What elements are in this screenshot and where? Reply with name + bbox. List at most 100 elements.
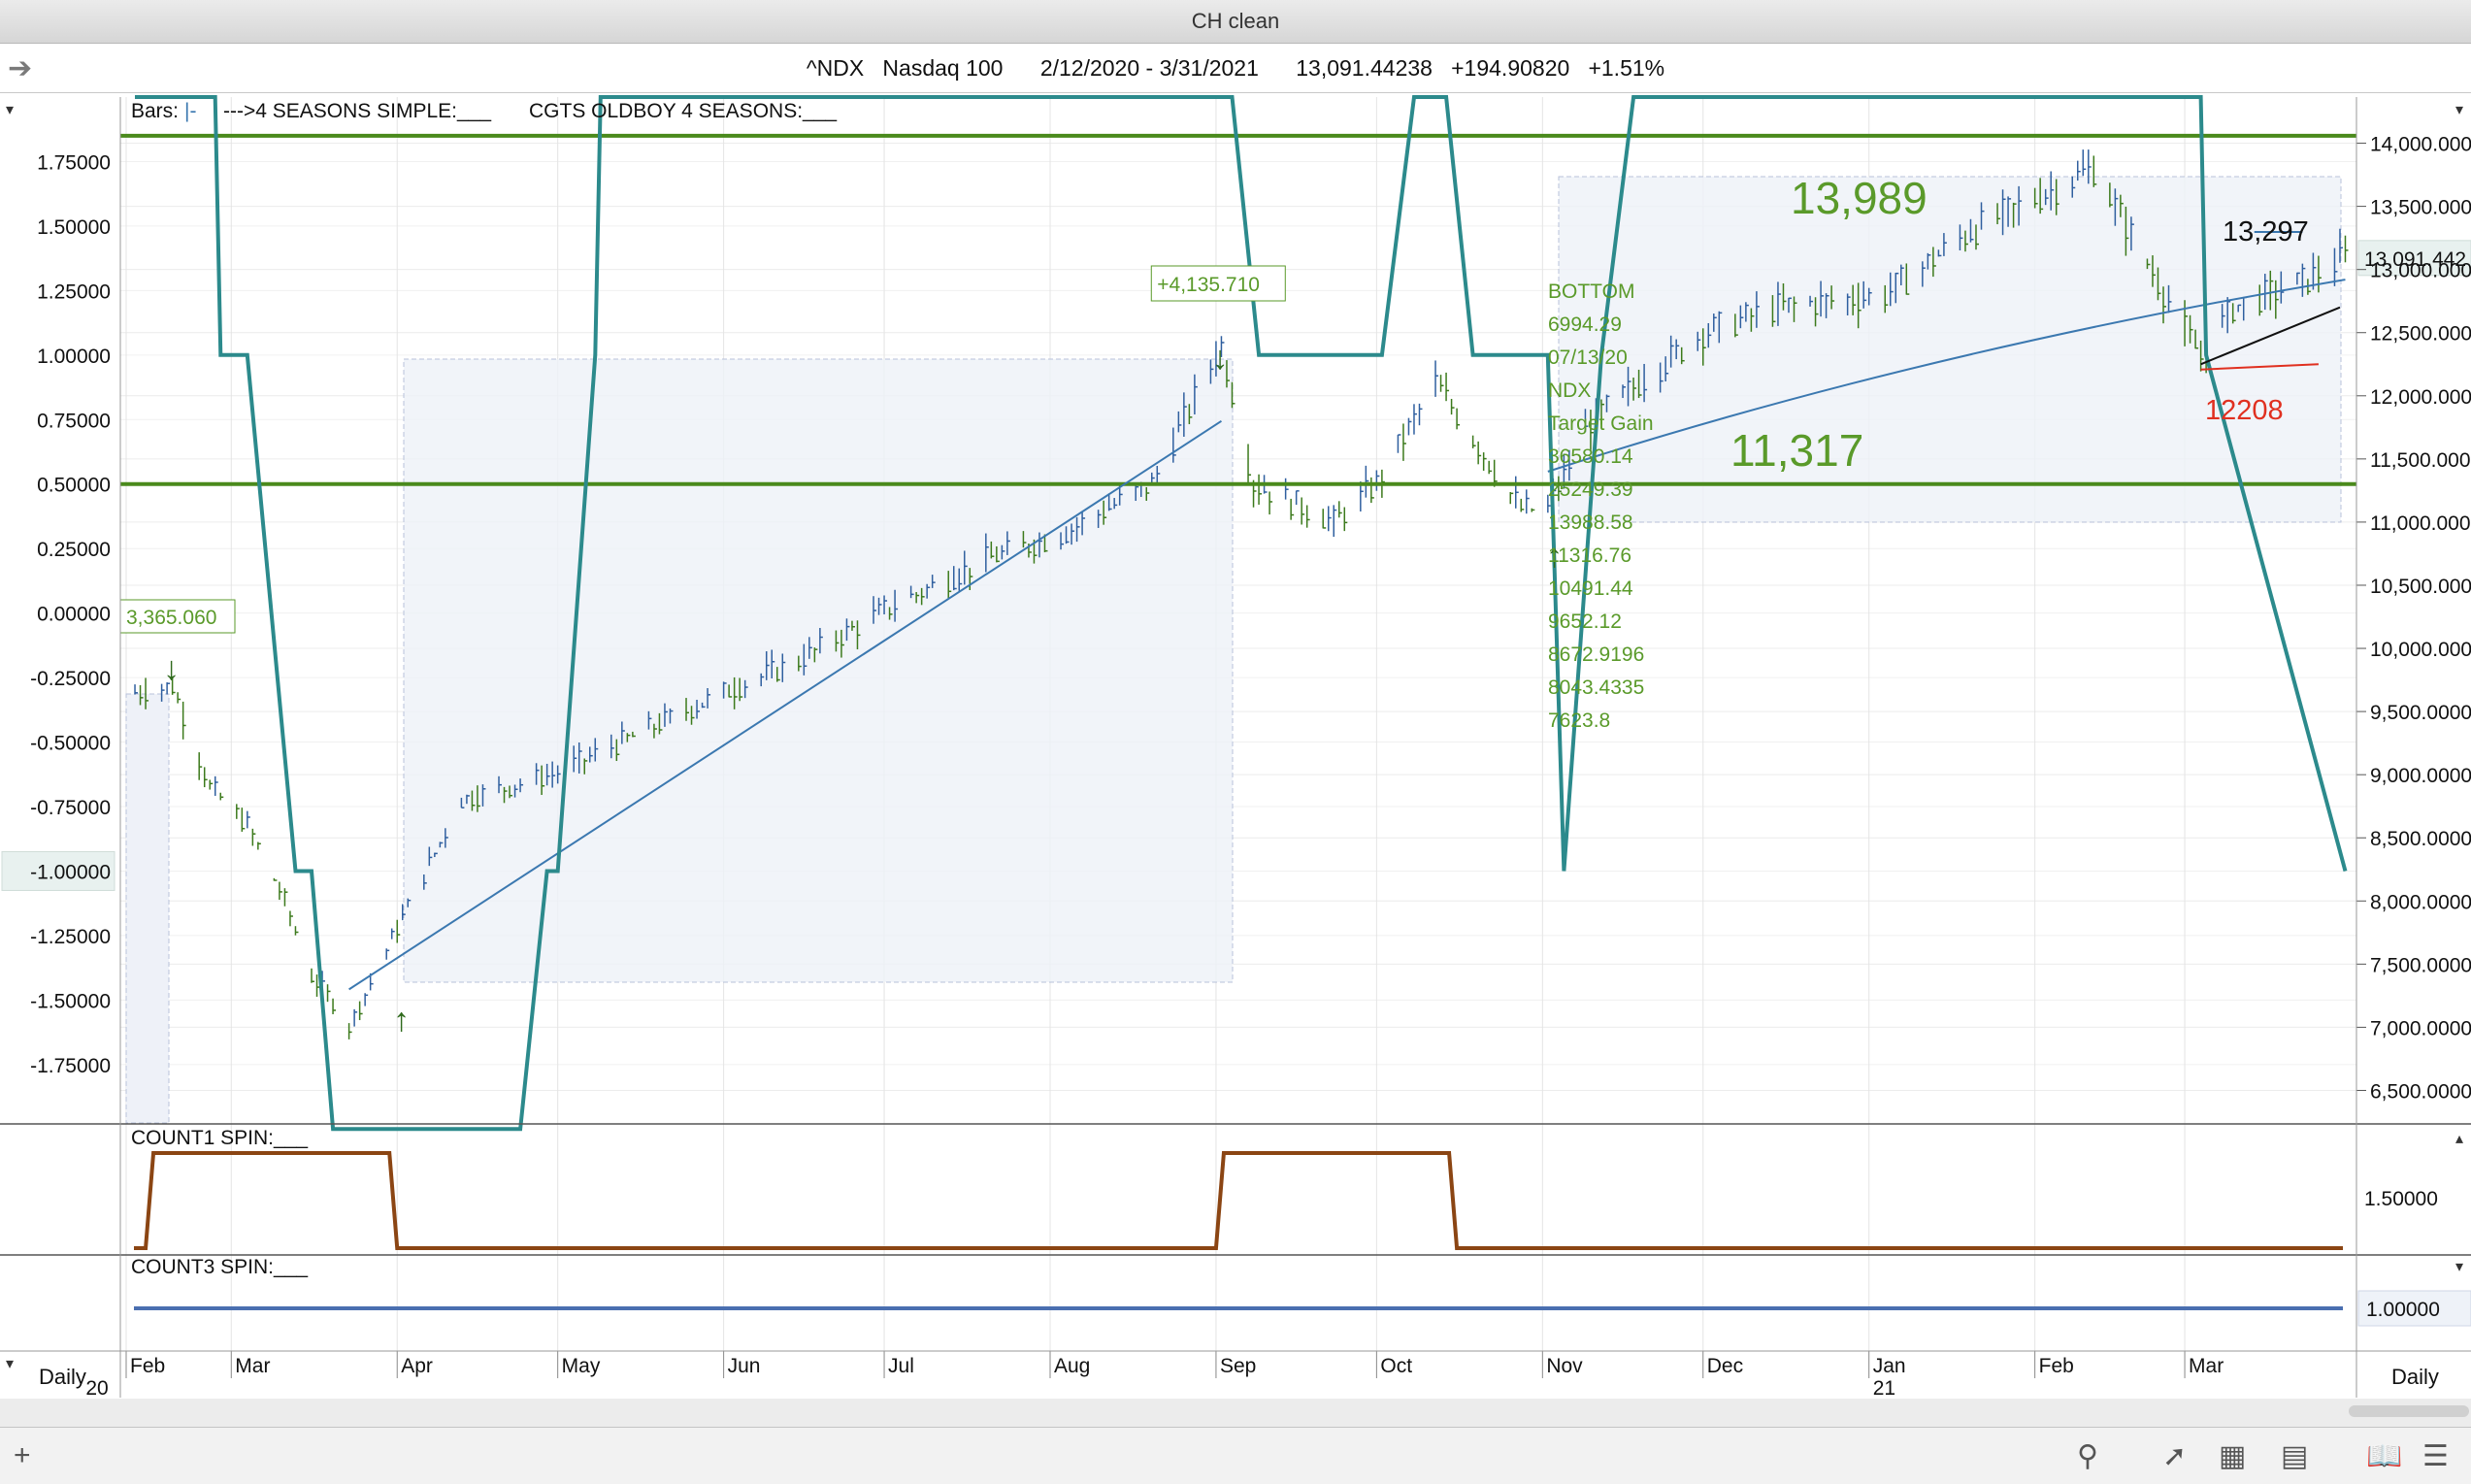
right-tick-label: 11,500.0000 [2370, 449, 2471, 472]
up-arrow-icon: ↑ [1546, 538, 1563, 575]
regression-line-1 [348, 419, 1223, 991]
right-tick-label: 10,000.0000 [2370, 639, 2471, 661]
list-icon[interactable]: ☰ [2422, 1440, 2449, 1472]
periodicity-left[interactable]: Daily [39, 1365, 86, 1389]
symbol: ^NDX [806, 55, 865, 81]
book-icon[interactable]: 📖 [2366, 1440, 2403, 1472]
recent-high-label: 13,297 [2223, 216, 2309, 247]
gain-label-box [1150, 265, 1286, 302]
horizontal-scrollbar[interactable] [2349, 1405, 2469, 1417]
panel2-scroll-icon[interactable]: ▴ [2455, 1131, 2463, 1147]
month-label: Oct [1380, 1355, 1412, 1377]
last-price-box [2357, 240, 2471, 277]
symbol-name: Nasdaq 100 [882, 55, 1004, 81]
bottom-block-line: 8672.9196 [1548, 643, 1644, 666]
bottom-block-line: 36580.14 [1548, 445, 1633, 468]
bottom-block-line: 11316.76 [1548, 544, 1631, 567]
month-label: Dec [1707, 1355, 1743, 1377]
bottom-block-line: 6994.29 [1548, 313, 1622, 336]
target-box [1558, 176, 2342, 523]
symbol-info-bar: ➔ ^NDX Nasdaq 100 2/12/2020 - 3/31/2021 … [0, 44, 2471, 93]
overlay-lines [120, 95, 2356, 1132]
right-tick-label: 11,000.0000 [2370, 512, 2471, 535]
up-arrow-icon: ↑ [393, 1002, 410, 1039]
bottom-block-line: BOTTOM [1548, 280, 1634, 303]
month-label: Sep [1220, 1355, 1256, 1377]
periodicity-right[interactable]: Daily [2391, 1365, 2439, 1389]
panel2-label: COUNT1 SPIN:___ [131, 1127, 308, 1149]
grid-layout-icon[interactable]: ▦ [2219, 1440, 2247, 1472]
right-tick-label: 12,000.0000 [2370, 386, 2471, 409]
month-label: Aug [1054, 1355, 1090, 1377]
left-tick-label: 0.00000 [37, 604, 111, 626]
trend-line-red [2200, 363, 2319, 371]
bottom-block-line: 9652.12 [1548, 610, 1622, 633]
add-icon[interactable]: + [14, 1439, 31, 1471]
last-price-label: 13,091.442 [2364, 248, 2466, 271]
bottom-block-line: 25249.39 [1548, 478, 1633, 501]
chart-area[interactable]: +4,135.710 ↓ 3,365.060 ↓ ↑ ↑ 13,989 11,317 13,29… [0, 93, 2471, 1399]
panel-layout-icon[interactable]: ▤ [2281, 1440, 2309, 1472]
left-tick-label: 0.75000 [37, 410, 111, 432]
bottom-block-line: 8043.4335 [1548, 676, 1644, 699]
left-tick-label: 1.50000 [37, 216, 111, 239]
gain-label: +4,135.710 [1157, 274, 1260, 296]
chart-style-icon[interactable]: ➚ [2162, 1440, 2188, 1472]
panel3-tick-label: 1.00000 [2366, 1299, 2440, 1321]
link-arrow-icon[interactable]: ➔ [8, 52, 33, 84]
annotation-labels: +4,135.710 ↓ 3,365.060 ↓ ↑ ↑ 13,989 11,317 13,29… [119, 173, 2471, 1327]
left-tick-label: 0.25000 [37, 539, 111, 561]
window-title: CH clean [0, 0, 2471, 44]
bottom-block-line: NDX [1548, 379, 1591, 402]
legend-indicator-2: CGTS OLDBOY 4 SEASONS:___ [529, 100, 837, 122]
right-tick-label: 7,500.0000 [2370, 954, 2471, 976]
search-icon[interactable]: ⚲ [2077, 1440, 2098, 1472]
panel3-value-box [2357, 1290, 2471, 1327]
left-tick-label: 1.25000 [37, 280, 111, 303]
month-label: May [562, 1355, 601, 1377]
percent-change: +1.51% [1588, 55, 1665, 81]
target-low-label: 11,317 [1730, 425, 1863, 476]
panel3-label: COUNT3 SPIN:___ [131, 1256, 308, 1278]
chart-svg[interactable]: +4,135.710 ↓ 3,365.060 ↓ ↑ ↑ 13,989 11,317 13,29… [0, 93, 2471, 1399]
date-range: 2/12/2020 - 3/31/2021 [1039, 55, 1259, 81]
panel3-scroll-icon[interactable]: ▾ [2455, 1259, 2463, 1275]
right-tick-label: 10,500.0000 [2370, 576, 2471, 598]
right-tick-label: 9,000.0000 [2370, 765, 2471, 787]
last-price: 13,091.44238 [1296, 55, 1433, 81]
left-scroll-up-icon[interactable]: ▾ [6, 102, 14, 118]
date-scroll-icon[interactable]: ▾ [6, 1356, 14, 1372]
left-highlight-box [1, 850, 115, 891]
left-tick-label: -1.75000 [30, 1055, 111, 1077]
legend-bars-sample: |- [184, 100, 196, 122]
bottom-block-line: Target Gain [1548, 412, 1654, 435]
year-label: 21 [1873, 1377, 1895, 1399]
month-label: Feb [130, 1355, 165, 1377]
right-tick-label: 13,000.0000 [2370, 260, 2471, 282]
left-tick-label: -1.50000 [30, 990, 111, 1012]
right-scroll-down-icon[interactable]: ▾ [2455, 102, 2463, 118]
right-tick-label: 8,000.0000 [2370, 891, 2471, 913]
right-tick-label: 7,000.0000 [2370, 1017, 2471, 1039]
bottom-block-line: 13988.58 [1548, 511, 1633, 534]
regression-line-2 [1547, 279, 2346, 473]
left-tick-label: -0.75000 [30, 797, 111, 819]
left-tick-label: -0.50000 [30, 733, 111, 755]
year-label: 20 [85, 1377, 108, 1399]
legend-bars: Bars: [131, 100, 179, 122]
right-tick-label: 13,500.0000 [2370, 197, 2471, 219]
right-tick-label: 6,500.0000 [2370, 1080, 2471, 1103]
trend-line-black [2200, 306, 2341, 366]
target-high-label: 13,989 [1791, 173, 1927, 223]
right-tick-label: 14,000.0000 [2370, 134, 2471, 156]
symbol-info: ^NDX Nasdaq 100 2/12/2020 - 3/31/2021 13… [0, 55, 2471, 82]
down-arrow-icon: ↓ [163, 650, 180, 687]
left-tick-label: -1.25000 [30, 926, 111, 948]
month-label: Feb [2039, 1355, 2074, 1377]
right-tick-label: 8,500.0000 [2370, 828, 2471, 850]
month-label: Jan [1873, 1355, 1906, 1377]
price-bars [134, 149, 2349, 1039]
start-label: 3,365.060 [126, 607, 216, 629]
month-label: Jun [728, 1355, 761, 1377]
bottom-block-line: 7623.8 [1548, 709, 1610, 732]
